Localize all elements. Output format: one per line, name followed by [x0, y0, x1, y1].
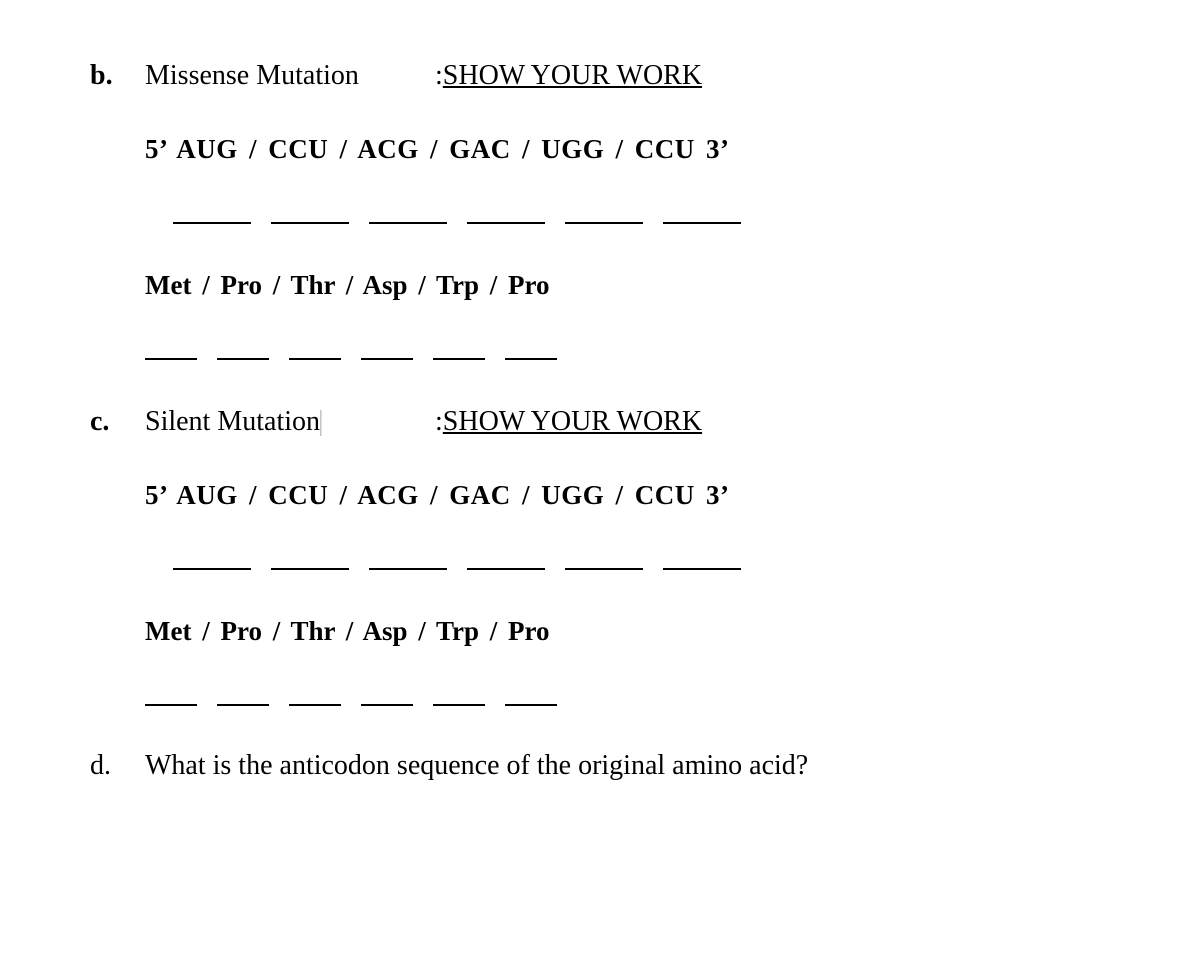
rna-sequence-b: 5’ AUG / CCU / ACG / GAC / UGG / CCU 3’ [145, 134, 1110, 165]
question-text-d: What is the anticodon sequence of the or… [145, 750, 808, 781]
codon-blanks-b [173, 221, 1110, 224]
amino-blanks-b [145, 357, 1110, 360]
blank[interactable] [271, 221, 349, 224]
heading-c: Silent Mutation| : SHOW YOUR WORK [145, 406, 1110, 438]
blank[interactable] [289, 703, 341, 706]
blank[interactable] [433, 357, 485, 360]
blank[interactable] [663, 221, 741, 224]
marker-d: d. [90, 750, 145, 782]
worksheet-page: b. Missense Mutation : SHOW YOUR WORK 5’… [0, 0, 1200, 822]
question-c: c. Silent Mutation| : SHOW YOUR WORK 5’ … [90, 406, 1110, 706]
blank[interactable] [271, 567, 349, 570]
heading-b: Missense Mutation : SHOW YOUR WORK [145, 60, 1110, 92]
blank[interactable] [467, 567, 545, 570]
blank[interactable] [505, 703, 557, 706]
body-c: Silent Mutation| : SHOW YOUR WORK 5’ AUG… [145, 406, 1110, 706]
blank[interactable] [565, 221, 643, 224]
blank[interactable] [217, 703, 269, 706]
blank[interactable] [145, 703, 197, 706]
blank[interactable] [663, 567, 741, 570]
label-text-c: Silent Mutation [145, 406, 320, 437]
colon-b: : [435, 60, 443, 92]
rna-sequence-c: 5’ AUG / CCU / ACG / GAC / UGG / CCU 3’ [145, 480, 1110, 511]
question-b: b. Missense Mutation : SHOW YOUR WORK 5’… [90, 60, 1110, 360]
amino-acids-c: Met / Pro / Thr / Asp / Trp / Pro [145, 616, 1110, 647]
blank[interactable] [361, 703, 413, 706]
blank[interactable] [505, 357, 557, 360]
marker-b: b. [90, 60, 145, 92]
blank[interactable] [361, 357, 413, 360]
blank[interactable] [565, 567, 643, 570]
mutation-label-c: Silent Mutation| [145, 406, 435, 438]
blank[interactable] [433, 703, 485, 706]
blank[interactable] [289, 357, 341, 360]
blank[interactable] [145, 357, 197, 360]
show-work-b: SHOW YOUR WORK [443, 60, 702, 92]
body-b: Missense Mutation : SHOW YOUR WORK 5’ AU… [145, 60, 1110, 360]
blank[interactable] [217, 357, 269, 360]
blank[interactable] [467, 221, 545, 224]
amino-blanks-c [145, 703, 1110, 706]
mutation-label-b: Missense Mutation [145, 60, 435, 92]
blank[interactable] [369, 567, 447, 570]
blank[interactable] [173, 221, 251, 224]
colon-c: : [435, 406, 443, 438]
marker-c: c. [90, 406, 145, 438]
amino-acids-b: Met / Pro / Thr / Asp / Trp / Pro [145, 270, 1110, 301]
codon-blanks-c [173, 567, 1110, 570]
text-cursor-icon: | [318, 406, 324, 437]
blank[interactable] [369, 221, 447, 224]
body-d: What is the anticodon sequence of the or… [145, 750, 1110, 782]
show-work-c: SHOW YOUR WORK [443, 406, 702, 438]
blank[interactable] [173, 567, 251, 570]
question-d: d. What is the anticodon sequence of the… [90, 750, 1110, 782]
